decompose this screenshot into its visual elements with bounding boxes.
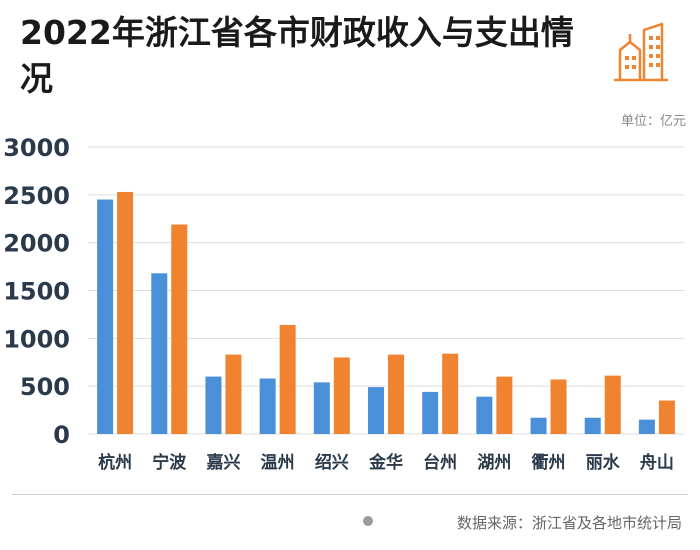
bar-revenue: [638, 419, 655, 434]
bar-expenditure: [442, 353, 459, 434]
y-tick-label: 1500: [3, 278, 70, 306]
bar-revenue: [422, 391, 439, 434]
bar-expenditure: [333, 357, 350, 434]
footer-divider: [12, 494, 688, 495]
data-source: 数据来源：浙江省及各地市统计局: [456, 514, 682, 532]
bar-expenditure: [117, 191, 134, 434]
x-tick-label: 杭州: [98, 452, 132, 473]
bar-revenue: [97, 199, 114, 434]
bar-expenditure: [225, 354, 242, 434]
bar-revenue: [151, 273, 168, 434]
x-tick-label: 金华: [368, 452, 403, 473]
bar-expenditure: [496, 376, 513, 434]
bar-expenditure: [550, 379, 567, 434]
source-bullet: [363, 516, 373, 526]
x-tick-label: 温州: [261, 453, 295, 473]
y-tick-label: 3000: [3, 134, 70, 162]
y-tick-label: 2500: [3, 182, 70, 210]
bar-expenditure: [658, 400, 675, 434]
bar-revenue: [205, 376, 222, 434]
x-tick-label: 宁波: [152, 452, 187, 473]
x-tick-label: 台州: [423, 452, 457, 473]
page-title: 2022年浙江省各市财政收入与支出情况: [20, 13, 574, 98]
bar-revenue: [259, 378, 276, 434]
bar-expenditure: [171, 224, 188, 434]
x-tick-label: 湖州: [477, 453, 511, 473]
x-tick-label: 舟山: [640, 452, 674, 473]
y-tick-label: 500: [20, 373, 70, 401]
city-buildings-icon: [614, 22, 668, 82]
y-tick-label: 2000: [3, 230, 70, 258]
bar-revenue: [313, 382, 330, 434]
y-tick-label: 1000: [3, 325, 70, 353]
bar-revenue: [368, 387, 384, 434]
bar-revenue: [584, 417, 601, 434]
bar-expenditure: [279, 324, 296, 434]
bar-revenue: [530, 417, 547, 434]
x-tick-label: 绍兴: [315, 452, 349, 473]
bar-expenditure: [604, 375, 621, 434]
bar-revenue: [476, 396, 493, 434]
x-tick-label: 嘉兴: [205, 452, 240, 473]
x-tick-label: 丽水: [586, 452, 621, 473]
unit-label: 单位：亿元: [620, 114, 686, 129]
x-tick-label: 衢州: [532, 452, 566, 473]
bar-expenditure: [388, 354, 404, 434]
y-tick-label: 0: [53, 421, 70, 449]
